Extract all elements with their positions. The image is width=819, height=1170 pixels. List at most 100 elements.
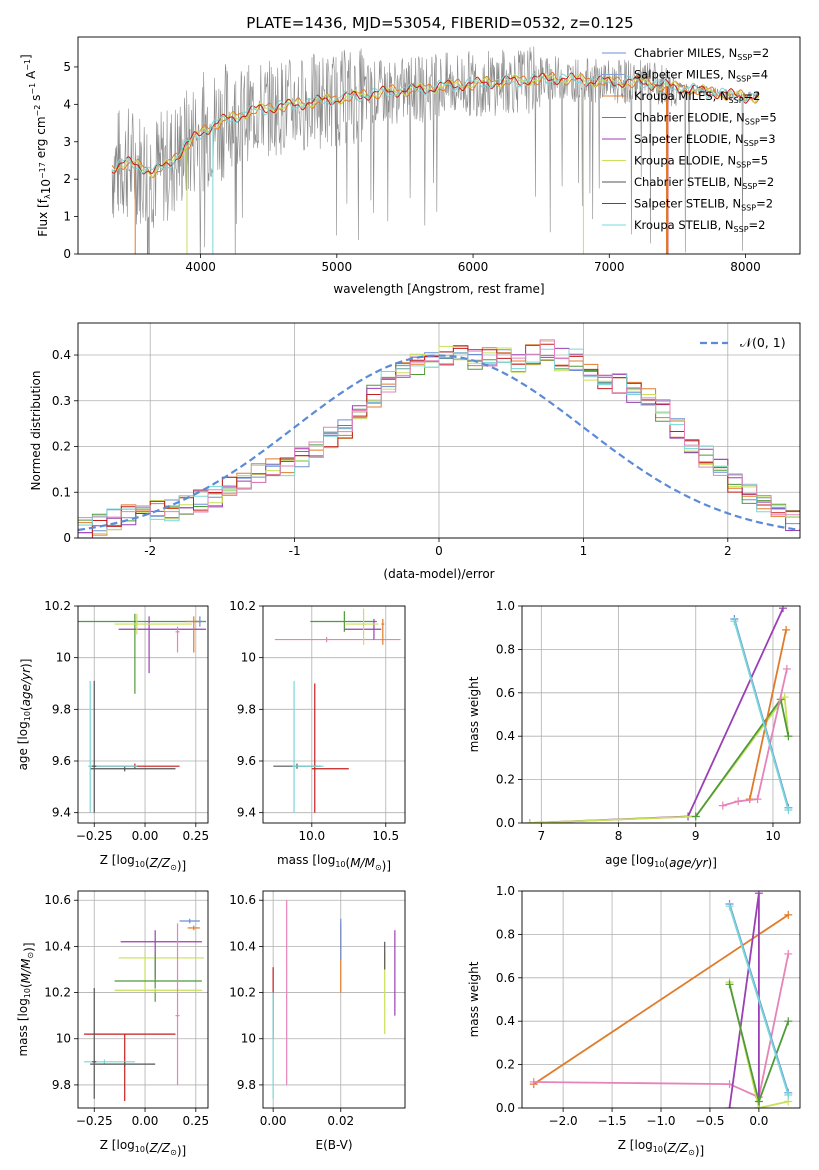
grid: [522, 605, 800, 824]
x-tick-label: 8000: [730, 260, 761, 274]
legend: Chabrier MILES, NSSP=2 Salpeter MILES, NS…: [602, 46, 777, 234]
weight-series-line: [728, 905, 790, 1096]
x-tick-label: 0.02: [327, 1114, 354, 1128]
legend: 𝒩(0, 1): [700, 335, 786, 350]
weight-marker: [784, 910, 793, 919]
y-tick-label: 10: [241, 1032, 256, 1046]
plot-area: [78, 339, 800, 538]
y-tick-label: 0: [63, 531, 71, 545]
y-tick-label: 10.2: [229, 599, 256, 613]
x-tick-label: −1.0: [646, 1114, 675, 1128]
legend-label: Chabrier MILES, NSSP=2: [634, 46, 769, 62]
y-tick-label: 9.6: [52, 754, 71, 768]
weight-series-line: [733, 620, 790, 811]
panel-spectrum: 4000 5000 6000 7000 8000 0 1 2 3 4 5 wavelength [An…: [19, 36, 801, 296]
x-axis-label: Z [log10(Z/Z⊙)]: [100, 1138, 186, 1158]
panel-age-vs-Z: −0.25 0.00 0.25 9.4 9.6 9.8 10 10.2 Z [log10(Z/Z…: [16, 599, 209, 873]
x-tick-label: 6000: [458, 260, 489, 274]
legend-label: Kroupa STELIB, NSSP=2: [634, 218, 765, 234]
y-tick-label: 4: [63, 97, 71, 111]
x-tick-label: 0: [435, 544, 443, 558]
axes-frame: [77, 322, 801, 539]
y-tick-label: 10.2: [44, 986, 71, 1000]
y-tick-label: 1.0: [496, 599, 515, 613]
y-tick-label: 0: [63, 247, 71, 261]
axes-frame: [77, 890, 209, 1109]
axes-frame: [521, 890, 801, 1109]
y-tick-label: 1: [63, 210, 71, 224]
weight-marker: [754, 1097, 763, 1106]
y-tick-label: 1.0: [496, 884, 515, 898]
weight-marker: [753, 795, 762, 804]
y-tick-label: 0.8: [496, 642, 515, 656]
weight-series-line: [533, 914, 789, 1085]
panel-massweight-vs-Z: −2.0 −1.5 −1.0 −0.5 0.0 0.0 0.2 0.4 0.6 0.8 1.0 mas…: [467, 884, 801, 1158]
y-tick-label: 9.8: [52, 1078, 71, 1092]
charts-layer: 4000 5000 6000 7000 8000 0 1 2 3 4 5 wavelength [An…: [16, 36, 801, 1158]
weight-marker: [529, 1077, 538, 1086]
x-axis-label: Z [log10(Z/Z⊙)]: [100, 853, 186, 873]
legend-label: Chabrier STELIB, NSSP=2: [634, 175, 774, 191]
x-tick-label: 0.0: [749, 1114, 768, 1128]
weight-marker: [734, 797, 743, 806]
weight-series-line: [722, 668, 788, 807]
x-tick-label: 7000: [594, 260, 625, 274]
axes-frame: [77, 605, 209, 824]
x-axis-label: Z [log10(Z/Z⊙)]: [618, 1138, 704, 1158]
plot-area: [78, 613, 206, 813]
y-axis-label: age [log10(age/yr)]: [16, 659, 33, 771]
model-spectrum: [111, 72, 760, 175]
y-tick-label: 0.3: [52, 394, 71, 408]
weight-marker: [718, 801, 727, 810]
weight-marker: [725, 902, 734, 911]
x-tick-label: 9: [692, 829, 700, 843]
grid: [78, 605, 208, 823]
weight-marker: [730, 617, 739, 626]
residual-histogram: [78, 339, 800, 519]
legend-label: Kroupa ELODIE, NSSP=5: [634, 154, 768, 170]
plot-area: [525, 606, 793, 823]
y-axis-label: mass [log10(M/M⊙)]: [16, 942, 36, 1056]
y-tick-label: 10.2: [44, 599, 71, 613]
y-tick-label: 0.4: [496, 729, 515, 743]
x-tick-label: 0.00: [260, 1114, 287, 1128]
axes-frame: [521, 605, 801, 824]
y-tick-label: 10.4: [44, 939, 71, 953]
y-tick-label: 0.8: [496, 927, 515, 941]
y-tick-label: 9.8: [52, 702, 71, 716]
x-tick-label: 10: [765, 829, 780, 843]
panel-massweight-vs-age: 7 8 9 10 0.0 0.2 0.4 0.6 0.8 1.0 mass weight age [l…: [467, 599, 801, 870]
weight-marker: [782, 625, 791, 634]
weight-series-line: [533, 953, 790, 1099]
y-tick-label: 0.0: [496, 1101, 515, 1115]
panel-mass-vs-Z: −0.25 0.00 0.25 9.8 10 10.2 10.4 10.6 Z [log10(Z…: [16, 890, 209, 1158]
plot-area: [529, 891, 793, 1108]
weight-marker: [784, 732, 793, 741]
y-tick-label: 10.4: [229, 939, 256, 953]
weight-marker: [725, 980, 734, 989]
x-axis-label: age [log10(age/yr)]: [605, 853, 717, 870]
x-tick-label: −2.0: [549, 1114, 578, 1128]
x-tick-label: −0.25: [76, 829, 113, 843]
x-tick-label: −1.5: [597, 1114, 626, 1128]
x-axis-label: wavelength [Angstrom, rest frame]: [333, 282, 544, 296]
y-tick-label: 10.6: [44, 893, 71, 907]
x-tick-label: 10.0: [298, 829, 325, 843]
y-tick-label: 9.4: [52, 806, 71, 820]
y-axis-label: mass weight: [467, 676, 481, 752]
x-tick-label: 8: [615, 829, 623, 843]
weight-marker: [525, 819, 534, 823]
x-tick-label: 0.25: [182, 1114, 209, 1128]
axes-frame: [77, 36, 801, 255]
x-tick-label: 7: [537, 829, 545, 843]
weight-marker: [784, 1090, 793, 1099]
y-tick-label: 0.0: [496, 816, 515, 830]
model-spectrum: [111, 71, 760, 179]
y-tick-label: 0.1: [52, 485, 71, 499]
y-tick-label: 0.2: [496, 1058, 515, 1072]
x-tick-label: 0.25: [182, 829, 209, 843]
x-tick-label: 1: [580, 544, 588, 558]
weight-marker: [754, 891, 763, 898]
x-tick-label: −0.25: [76, 1114, 113, 1128]
